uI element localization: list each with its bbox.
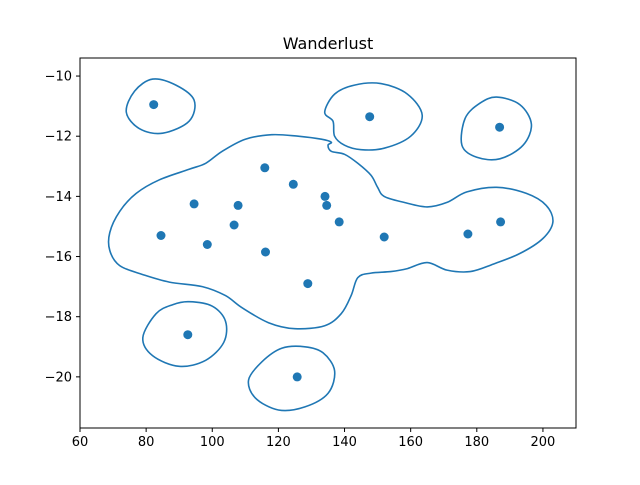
plot-area bbox=[107, 78, 554, 412]
axes-frame bbox=[79, 57, 577, 429]
chart-title: Wanderlust bbox=[283, 34, 374, 53]
y-tick-label: −12 bbox=[45, 130, 72, 145]
data-point-17 bbox=[496, 217, 506, 227]
data-point-20 bbox=[292, 372, 302, 382]
data-point-13 bbox=[202, 240, 212, 249]
data-point-8 bbox=[189, 199, 199, 209]
y-tick-label: −18 bbox=[45, 310, 72, 325]
data-point-19 bbox=[183, 330, 193, 340]
contour-line-4 bbox=[107, 133, 554, 330]
contour-line-1 bbox=[125, 78, 196, 135]
data-point-11 bbox=[334, 217, 344, 227]
x-tick-label: 120 bbox=[266, 435, 291, 450]
y-tick-label: −10 bbox=[45, 70, 72, 85]
x-tick-label: 200 bbox=[531, 435, 556, 450]
axes: 60 80 100 120 140 160 180 200 −10 −12 −14 −16 −18 −20 bbox=[45, 57, 577, 450]
x-tick-label: 100 bbox=[200, 435, 225, 450]
x-tick-label: 140 bbox=[332, 435, 357, 450]
contour-line-3 bbox=[460, 96, 533, 161]
y-tick-label: −16 bbox=[45, 250, 72, 265]
data-point-18 bbox=[303, 279, 313, 289]
data-point-6 bbox=[320, 191, 330, 201]
x-tick-label: 60 bbox=[72, 435, 89, 450]
data-point-14 bbox=[261, 247, 270, 257]
x-tick-label: 160 bbox=[398, 435, 423, 450]
data-point-4 bbox=[260, 163, 270, 173]
x-tick-label: 180 bbox=[464, 435, 489, 450]
contour-line-5 bbox=[141, 300, 228, 368]
contour-line-6 bbox=[247, 345, 336, 412]
contour-line-2 bbox=[323, 82, 424, 151]
data-point-9 bbox=[233, 200, 243, 210]
x-tick-label: 80 bbox=[138, 435, 155, 450]
data-point-15 bbox=[379, 232, 389, 242]
data-point-2 bbox=[365, 112, 375, 122]
data-point-7 bbox=[322, 200, 332, 210]
data-point-12 bbox=[156, 231, 166, 240]
y-tick-label: −20 bbox=[45, 370, 72, 385]
y-tick-label: −14 bbox=[45, 190, 72, 205]
data-point-1 bbox=[149, 100, 159, 110]
data-point-10 bbox=[229, 220, 239, 230]
data-point-5 bbox=[288, 179, 298, 189]
data-point-16 bbox=[463, 229, 473, 239]
data-point-3 bbox=[495, 122, 505, 132]
